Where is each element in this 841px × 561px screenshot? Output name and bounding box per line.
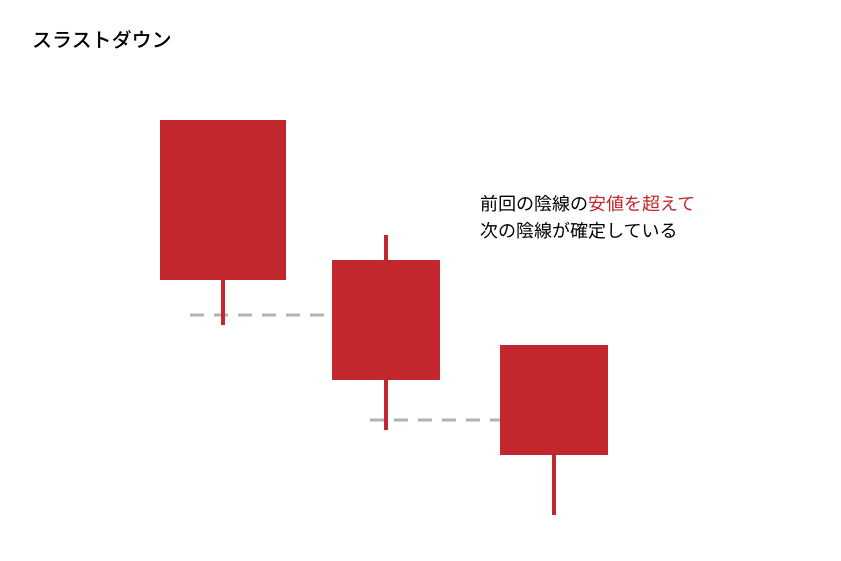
candle-body-1 — [332, 260, 440, 380]
candle-body-2 — [500, 345, 608, 455]
candlestick-chart — [0, 0, 841, 561]
candle-body-0 — [160, 120, 286, 280]
